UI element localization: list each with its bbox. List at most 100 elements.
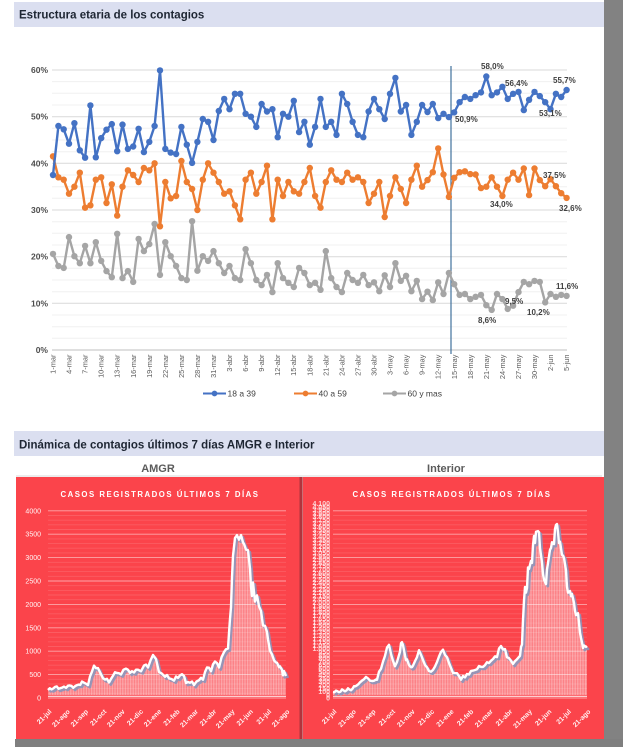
svg-text:500: 500 [29,672,41,679]
svg-text:20%: 20% [31,252,48,262]
svg-text:3.200: 3.200 [312,544,330,551]
svg-text:CASOS REGISTRADOS ÚLTIMOS 7 DÍ: CASOS REGISTRADOS ÚLTIMOS 7 DÍAS [352,490,551,499]
svg-text:950: 950 [318,650,330,657]
svg-text:12-abr: 12-abr [273,354,282,376]
svg-text:3.550: 3.550 [312,527,330,534]
svg-text:2.200: 2.200 [312,590,330,597]
svg-text:31-mar: 31-mar [209,354,218,378]
svg-text:60%: 60% [31,65,48,75]
svg-text:3.350: 3.350 [312,537,330,544]
svg-text:1.900: 1.900 [312,603,330,610]
svg-text:10%: 10% [31,298,48,308]
svg-text:3.400: 3.400 [312,534,330,541]
svg-text:11,6%: 11,6% [556,282,578,291]
svg-text:24-may: 24-may [498,354,507,379]
svg-text:3.600: 3.600 [312,524,330,531]
svg-text:0: 0 [326,692,330,699]
svg-text:3.800: 3.800 [312,514,330,521]
svg-text:1.000: 1.000 [312,646,330,653]
svg-text:Estructura etaria de los conta: Estructura etaria de los contagios [19,10,204,22]
svg-text:5-jun: 5-jun [562,355,571,371]
svg-text:30-may: 30-may [530,354,539,379]
svg-text:300: 300 [318,679,330,686]
svg-text:4-mar: 4-mar [65,354,74,374]
svg-text:700: 700 [318,659,330,666]
svg-text:2.250: 2.250 [312,587,330,594]
svg-text:3.100: 3.100 [312,547,330,554]
svg-text:27-abr: 27-abr [353,354,362,376]
svg-text:2.150: 2.150 [312,593,330,600]
svg-text:55,7%: 55,7% [553,76,576,85]
svg-text:Dinámica de contagios últimos: Dinámica de contagios últimos 7 días AMG… [19,440,315,452]
svg-text:2.750: 2.750 [312,564,330,571]
svg-text:3.750: 3.750 [312,518,330,525]
svg-text:8,6%: 8,6% [478,316,496,325]
svg-text:1.650: 1.650 [312,617,330,624]
svg-text:40 a 59: 40 a 59 [319,389,348,399]
svg-text:3-may: 3-may [386,354,395,375]
svg-text:58,0%: 58,0% [481,62,504,71]
svg-text:30%: 30% [31,205,48,215]
svg-text:6-may: 6-may [402,354,411,375]
svg-text:0: 0 [326,696,330,703]
svg-text:Interior: Interior [427,463,466,475]
svg-text:350: 350 [318,676,330,683]
svg-text:16-mar: 16-mar [129,354,138,378]
svg-text:1.500: 1.500 [312,623,330,630]
svg-text:6-abr: 6-abr [241,354,250,372]
svg-text:850: 850 [318,653,330,660]
svg-text:0: 0 [37,696,41,703]
svg-text:50%: 50% [31,112,48,122]
svg-text:600: 600 [318,666,330,673]
svg-text:4.050: 4.050 [312,504,330,511]
svg-text:34,0%: 34,0% [490,200,513,209]
svg-text:450: 450 [318,673,330,680]
svg-text:32,6%: 32,6% [559,204,582,213]
svg-text:13-mar: 13-mar [113,354,122,378]
svg-text:3000: 3000 [25,555,41,562]
svg-text:12-may: 12-may [434,354,443,379]
svg-text:1.150: 1.150 [312,640,330,647]
svg-text:2000: 2000 [25,602,41,609]
svg-text:4000: 4000 [25,508,41,515]
svg-text:3.450: 3.450 [312,531,330,538]
svg-text:AMGR: AMGR [141,463,175,475]
svg-text:2.950: 2.950 [312,554,330,561]
svg-text:800: 800 [318,656,330,663]
svg-text:3-abr: 3-abr [225,354,234,372]
svg-text:2.350: 2.350 [312,584,330,591]
svg-text:15-may: 15-may [450,354,459,379]
svg-text:2.050: 2.050 [312,597,330,604]
svg-text:56,4%: 56,4% [505,79,528,88]
svg-text:2.700: 2.700 [312,567,330,574]
svg-text:1.700: 1.700 [312,613,330,620]
svg-text:19-mar: 19-mar [145,354,154,378]
svg-text:1.050: 1.050 [312,643,330,650]
svg-text:200: 200 [318,683,330,690]
svg-text:3.050: 3.050 [312,551,330,558]
svg-text:1-mar: 1-mar [49,354,58,374]
svg-text:18-abr: 18-abr [305,354,314,376]
svg-text:3.950: 3.950 [312,508,330,515]
svg-text:22-mar: 22-mar [161,354,170,378]
svg-text:25-mar: 25-mar [177,354,186,378]
svg-text:650: 650 [318,663,330,670]
svg-text:21-abr: 21-abr [321,354,330,376]
svg-text:2.850: 2.850 [312,560,330,567]
svg-text:1500: 1500 [25,625,41,632]
svg-text:18 a 39: 18 a 39 [228,389,257,399]
svg-text:1.200: 1.200 [312,636,330,643]
svg-text:100: 100 [318,689,330,696]
svg-text:150: 150 [318,686,330,693]
svg-text:37,5%: 37,5% [543,171,566,180]
svg-text:60 y mas: 60 y mas [408,389,443,399]
svg-text:9,5%: 9,5% [505,297,523,306]
svg-text:0%: 0% [36,345,49,355]
svg-text:1.300: 1.300 [312,633,330,640]
svg-text:2.500: 2.500 [312,577,330,584]
svg-text:15-abr: 15-abr [289,354,298,376]
svg-text:1.350: 1.350 [312,630,330,637]
svg-text:2.400: 2.400 [312,580,330,587]
svg-text:9-abr: 9-abr [257,354,266,372]
svg-text:7-mar: 7-mar [81,354,90,374]
